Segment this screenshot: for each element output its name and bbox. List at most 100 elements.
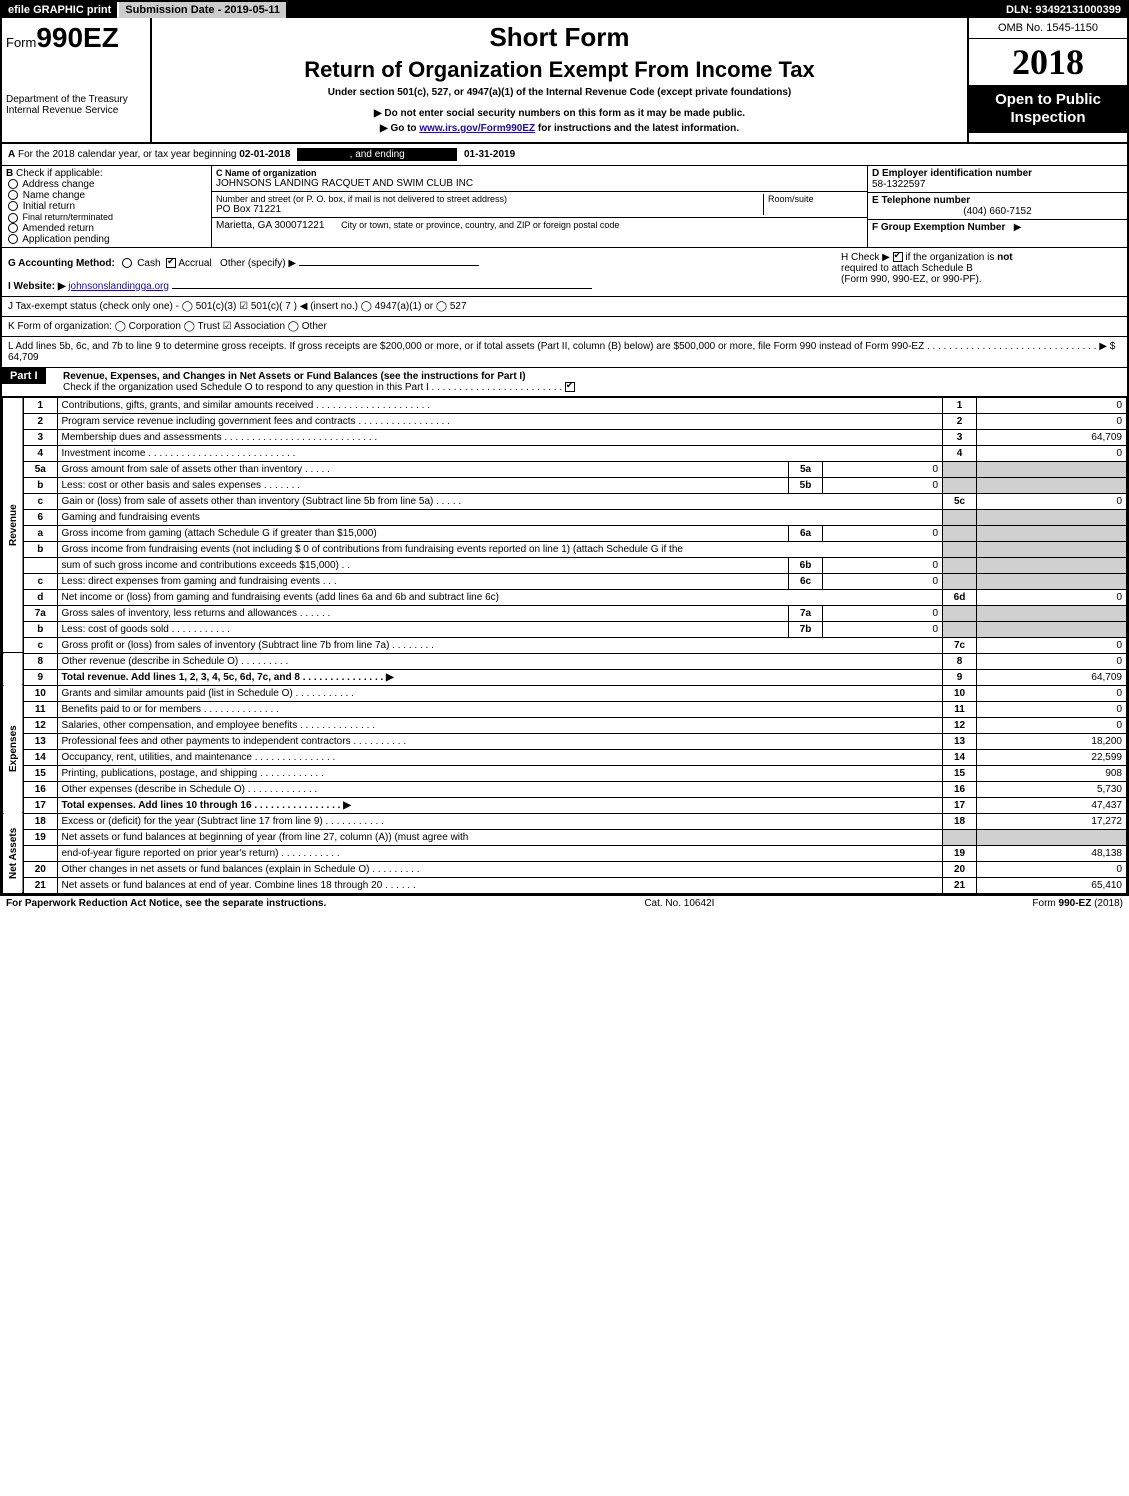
ln-6c: c	[23, 573, 57, 589]
v-7a	[977, 605, 1127, 621]
open-to-public: Open to Public Inspection	[969, 85, 1127, 133]
row-2: 2 Program service revenue including gove…	[3, 413, 1127, 429]
mv-6c: 0	[823, 573, 943, 589]
row-21: 21 Net assets or fund balances at end of…	[3, 877, 1127, 893]
v-6d: 0	[977, 589, 1127, 605]
G-label: G Accounting Method:	[8, 258, 115, 269]
bn-2: 2	[943, 413, 977, 429]
ml-6c: 6c	[789, 573, 823, 589]
ln-6: 6	[23, 509, 57, 525]
v-20: 0	[977, 861, 1127, 877]
form-990ez: 990EZ	[36, 22, 119, 53]
d-6b-1: Gross income from fundraising events (no…	[57, 541, 943, 557]
H-not: not	[997, 252, 1013, 263]
cb-H[interactable]	[893, 252, 903, 262]
v-6	[977, 509, 1127, 525]
d-6: Gaming and fundraising events	[57, 509, 943, 525]
header-left: Form990EZ Department of the Treasury Int…	[2, 18, 152, 142]
irs-link[interactable]: www.irs.gov/Form990EZ	[419, 123, 535, 134]
bn-16: 16	[943, 781, 977, 797]
bn-1: 1	[943, 397, 977, 413]
part1-checkbox[interactable]	[565, 382, 575, 392]
d-4: Investment income . . . . . . . . . . . …	[57, 445, 943, 461]
bn-8: 8	[943, 653, 977, 669]
cb-final-return[interactable]	[8, 213, 18, 223]
cb-initial-return[interactable]	[8, 201, 18, 211]
A-end: 01-31-2019	[464, 149, 515, 160]
row-5b: b Less: cost or other basis and sales ex…	[3, 477, 1127, 493]
D-cell: D Employer identification number 58-1322…	[868, 166, 1127, 193]
website-link[interactable]: johnsonslandingga.org	[68, 281, 169, 292]
footer: For Paperwork Reduction Act Notice, see …	[0, 896, 1129, 911]
rb-accrual[interactable]	[166, 258, 176, 268]
ln-21: 21	[23, 877, 57, 893]
row-19a: 19 Net assets or fund balances at beginn…	[3, 829, 1127, 845]
v-6c	[977, 573, 1127, 589]
H-post: if the organization is	[903, 252, 998, 263]
v-7c: 0	[977, 637, 1127, 653]
G-other-input[interactable]	[299, 265, 479, 266]
cb-address-change[interactable]	[8, 179, 18, 189]
ln-7a: 7a	[23, 605, 57, 621]
v-5b	[977, 477, 1127, 493]
mv-5b: 0	[823, 477, 943, 493]
ln-20: 20	[23, 861, 57, 877]
rb-cash[interactable]	[122, 258, 132, 268]
d-16: Other expenses (describe in Schedule O) …	[57, 781, 943, 797]
row-K: K Form of organization: ◯ Corporation ◯ …	[2, 317, 1127, 337]
bn-3: 3	[943, 429, 977, 445]
B-0: Address change	[22, 179, 94, 190]
topbar: efile GRAPHIC print Submission Date - 20…	[2, 2, 1127, 18]
d-5b: Less: cost or other basis and sales expe…	[57, 477, 789, 493]
part1-tag: Part I	[2, 368, 46, 384]
B-4: Amended return	[22, 223, 94, 234]
subheader-3: ▶ Go to www.irs.gov/Form990EZ for instru…	[160, 123, 959, 134]
subheader-1: Under section 501(c), 527, or 4947(a)(1)…	[160, 87, 959, 98]
v-5a	[977, 461, 1127, 477]
d-3: Membership dues and assessments . . . . …	[57, 429, 943, 445]
bn-21: 21	[943, 877, 977, 893]
D-value: 58-1322597	[872, 179, 1123, 190]
bn-5c: 5c	[943, 493, 977, 509]
d-15: Printing, publications, postage, and shi…	[57, 765, 943, 781]
H-block: H Check ▶ if the organization is not req…	[841, 252, 1121, 292]
bn-5a	[943, 461, 977, 477]
row-12: 12 Salaries, other compensation, and emp…	[3, 717, 1127, 733]
tax-year: 2018	[969, 39, 1127, 85]
cb-application-pending[interactable]	[8, 234, 18, 244]
ln-18: 18	[23, 813, 57, 829]
cb-name-change[interactable]	[8, 190, 18, 200]
C-city: Marietta, GA 300071221	[216, 220, 324, 231]
A-pre: For the 2018 calendar year, or tax year …	[18, 149, 239, 160]
part1-title: Revenue, Expenses, and Changes in Net As…	[63, 371, 526, 382]
v-16: 5,730	[977, 781, 1127, 797]
F-cell: F Group Exemption Number ▶	[868, 220, 1127, 235]
ln-5b: b	[23, 477, 57, 493]
efile-print-button[interactable]: efile GRAPHIC print	[2, 2, 119, 18]
ln-1: 1	[23, 397, 57, 413]
d-6a: Gross income from gaming (attach Schedul…	[57, 525, 789, 541]
side-netassets: Net Assets	[3, 813, 24, 893]
dept-treasury: Department of the Treasury	[6, 94, 146, 105]
submission-date: Submission Date - 2019-05-11	[119, 2, 286, 18]
ln-14: 14	[23, 749, 57, 765]
v-6b1	[977, 541, 1127, 557]
A-begin: 02-01-2018	[239, 149, 290, 160]
d-7b: Less: cost of goods sold . . . . . . . .…	[57, 621, 789, 637]
side-revenue: Revenue	[3, 397, 24, 653]
d-6b-2: sum of such gross income and contributio…	[57, 557, 789, 573]
F-arrow: ▶	[1014, 222, 1022, 233]
form-header: Form990EZ Department of the Treasury Int…	[2, 18, 1127, 144]
row-10: Expenses 10 Grants and similar amounts p…	[3, 685, 1127, 701]
row-13: 13 Professional fees and other payments …	[3, 733, 1127, 749]
ml-5b: 5b	[789, 477, 823, 493]
d-20: Other changes in net assets or fund bala…	[57, 861, 943, 877]
footer-mid: Cat. No. 10642I	[644, 898, 714, 909]
v-1: 0	[977, 397, 1127, 413]
bn-7b	[943, 621, 977, 637]
footer-left: For Paperwork Reduction Act Notice, see …	[6, 898, 326, 909]
bn-4: 4	[943, 445, 977, 461]
d-11: Benefits paid to or for members . . . . …	[57, 701, 943, 717]
d-7c: Gross profit or (loss) from sales of inv…	[57, 637, 943, 653]
cb-amended-return[interactable]	[8, 223, 18, 233]
